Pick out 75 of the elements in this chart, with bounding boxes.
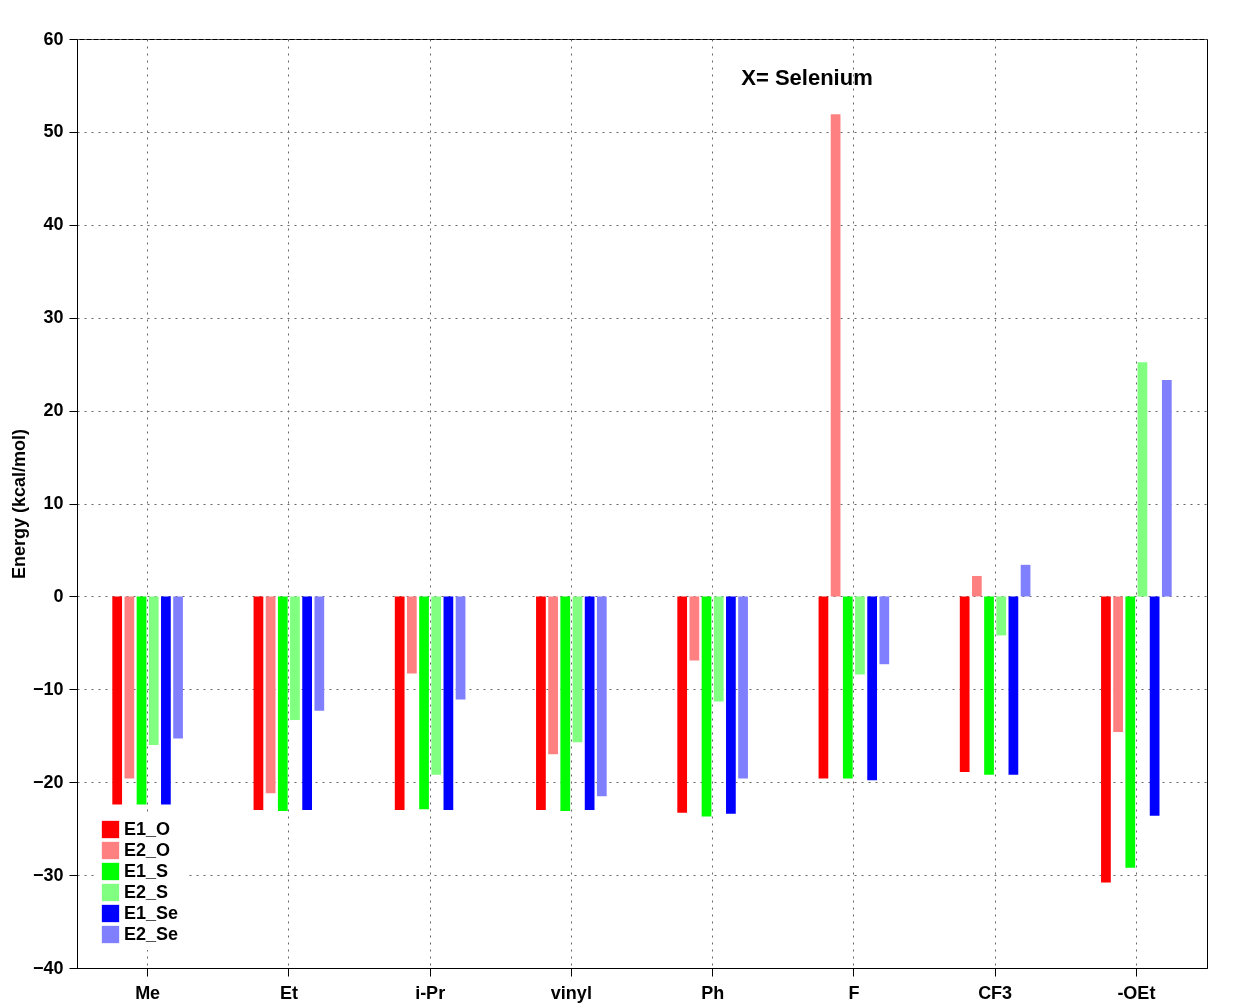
y-tick-label: −10 [32,678,64,699]
x-tick-label: Me [135,982,161,1003]
bar [443,596,454,811]
bar [1113,596,1123,733]
bar [124,596,135,779]
bar [1149,596,1160,816]
x-tick-label: Et [279,982,298,1003]
bar [830,114,841,597]
legend-label: E2_O [124,839,171,860]
bar [277,596,288,811]
legend-label: E1_Se [124,902,179,923]
legend-label: E1_O [124,818,171,839]
y-tick-label: 40 [43,214,64,235]
x-tick-label: CF3 [978,982,1013,1003]
bar [677,596,688,813]
bar [431,596,442,775]
bar [560,596,571,811]
y-tick-label: 0 [53,585,64,606]
bar [394,596,405,811]
legend-label: E2_Se [124,923,179,944]
bar [713,596,724,702]
bar [959,596,970,772]
y-tick-label: 60 [43,28,64,49]
x-tick-label: vinyl [550,982,592,1003]
bar [818,596,829,779]
x-tick-label: F [848,982,860,1003]
bar [842,596,853,779]
bar [161,596,171,805]
x-tick-label: i-Pr [415,982,446,1003]
y-tick-label: 10 [43,493,64,513]
bar [738,596,748,779]
y-tick-label: −20 [32,771,64,792]
bar [596,596,607,797]
bar [1008,596,1019,775]
bar [1101,596,1111,883]
bar [1137,362,1148,597]
y-tick-label: 20 [43,400,64,421]
bar [1161,379,1172,597]
bar [302,596,313,811]
bar [855,596,865,675]
y-axis-title: Energy (kcal/mol) [8,428,29,580]
bar [406,596,417,674]
bar [253,596,264,811]
bar [726,596,736,814]
legend-label: E2_S [124,881,169,902]
bar [701,596,712,817]
bar [290,596,300,720]
bar [584,596,595,811]
bar [572,596,583,743]
text: X= Selenium [741,65,873,90]
bar [1125,596,1136,868]
bar [314,596,325,711]
bar [112,596,123,805]
y-tick-label: −30 [32,864,64,885]
bar [455,596,466,700]
bar [173,596,183,739]
x-tick-label: -OEt [1117,982,1156,1003]
bar [984,596,994,775]
bar [265,596,276,794]
y-tick-label: 30 [43,307,64,328]
legend-label: E1_S [124,860,169,881]
y-tick-label: 50 [43,121,64,142]
bar [996,596,1007,636]
bar [419,596,429,810]
bar [867,596,878,781]
bar [536,596,546,811]
bar [971,575,982,597]
bar [148,596,159,746]
bar [689,596,700,661]
bar [548,596,558,755]
y-tick-label: −40 [32,957,64,978]
x-tick-label: Ph [701,982,725,1003]
bar [879,596,890,665]
bar [136,596,147,805]
bar [1020,564,1031,597]
